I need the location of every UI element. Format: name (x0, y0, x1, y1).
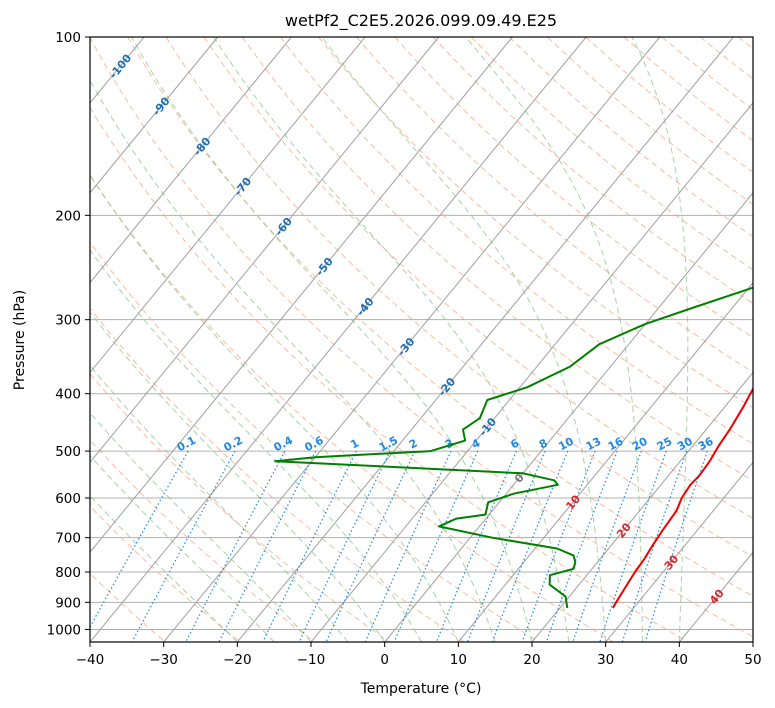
isotherm-line (605, 461, 753, 642)
plot-frame (89, 36, 754, 643)
chart-title: wetPf2_C2E5.2026.099.09.49.E25 (285, 11, 557, 31)
isotherm-line (90, 37, 292, 284)
dry-adiabat (90, 241, 540, 642)
moist-adiabat (90, 79, 496, 642)
isotherm-line (90, 37, 366, 374)
isotherm-line (163, 37, 661, 642)
moist-adiabat (465, 37, 643, 642)
mixing-ratio-label: 36 (696, 435, 716, 454)
isotherm-line (457, 281, 753, 642)
mixing-ratio-label: 13 (584, 435, 604, 454)
isotherm-line (236, 37, 734, 642)
x-tick-label: −40 (76, 652, 105, 668)
moist-adiabat (213, 37, 570, 642)
x-tick-label: 0 (380, 652, 389, 668)
dry-adiabat (280, 37, 753, 445)
mixing-ratio-line (90, 450, 189, 629)
moist-adiabat (90, 364, 349, 642)
dry-adiabat (90, 505, 241, 642)
isotherm-line (90, 37, 219, 194)
y-tick-label: 500 (55, 444, 81, 460)
mixing-ratio-line (325, 450, 416, 642)
dry-adiabat (90, 174, 614, 642)
y-tick-label: 600 (55, 491, 81, 507)
dry-adiabat (90, 572, 166, 642)
mixing-ratio-label: 16 (606, 435, 626, 454)
moist-adiabat (90, 174, 459, 642)
moist-adiabat (90, 249, 422, 642)
mixing-ratio-line (131, 450, 236, 642)
moist-adiabat (90, 495, 238, 642)
isotherm-line (90, 37, 587, 642)
y-tick-label: 900 (55, 595, 81, 611)
y-tick-label: 200 (55, 208, 81, 224)
background-lines: 0.1 0.2 0.4 0.6 1 1.5 2 3 4 6 8 10 13 16 20 25 30 36-100-… (90, 37, 753, 642)
x-tick-label: 30 (597, 652, 614, 668)
temperature-line (612, 386, 753, 609)
dry-adiabat (127, 37, 753, 597)
mixing-ratio-line (262, 450, 357, 642)
mixing-ratio-line (621, 450, 688, 642)
dry-adiabat (90, 373, 390, 642)
y-tick-label: 700 (55, 531, 81, 547)
axis-layer: −40 −30 −20 −10 0 10 20 30 40 50 100 200 300 400 500 60… (47, 30, 762, 668)
dry-adiabat (203, 37, 753, 519)
y-axis-title: Pressure (hPa) (12, 290, 28, 390)
y-tick-label: 100 (55, 30, 81, 46)
mixing-ratio-label: 20 (630, 435, 650, 454)
mixing-ratio-line (466, 450, 546, 642)
mixing-ratio-line (644, 450, 708, 642)
x-tick-label: −30 (149, 652, 178, 668)
x-tick-label: −10 (297, 652, 326, 668)
moist-adiabat (631, 37, 689, 642)
mixing-ratio-line (491, 450, 569, 642)
x-axis-title: Temperature (°C) (360, 681, 482, 697)
mixing-ratio-label: 30 (675, 435, 695, 454)
x-tick-label: 50 (744, 652, 761, 668)
x-tick-label: −20 (223, 652, 252, 668)
moist-adiabat (90, 311, 386, 642)
y-tick-label: 300 (55, 313, 81, 329)
y-tick-label: 400 (55, 387, 81, 403)
moist-adiabat (131, 37, 533, 642)
y-tick-label: 1000 (47, 622, 81, 638)
mixing-ratio-label: 10 (556, 435, 576, 454)
dry-adiabat (90, 439, 316, 642)
mixing-ratio-line (218, 450, 317, 642)
dry-adiabat (90, 307, 465, 642)
mixing-ratio-line (521, 450, 596, 642)
isotherm-line (90, 37, 513, 553)
mixing-ratio-label: 25 (655, 435, 675, 454)
x-tick-label: 10 (450, 652, 467, 668)
isotherm-line (531, 371, 753, 642)
mixing-ratio-line (599, 450, 667, 642)
x-tick-label: 40 (671, 652, 688, 668)
mixing-ratio-line (185, 450, 286, 642)
isotherm-line (384, 192, 753, 642)
dewpoint-line (274, 286, 753, 609)
y-tick-label: 800 (55, 565, 81, 581)
moist-adiabat (321, 37, 607, 642)
isotherm-line (90, 37, 440, 464)
series-layer (274, 286, 753, 609)
mixing-ratio-line (572, 450, 643, 642)
isotherm-line (310, 102, 753, 642)
x-tick-label: 20 (523, 652, 540, 668)
dry-adiabat (318, 37, 753, 409)
dry-adiabat (241, 37, 753, 482)
mixing-ratio-line (298, 450, 391, 642)
